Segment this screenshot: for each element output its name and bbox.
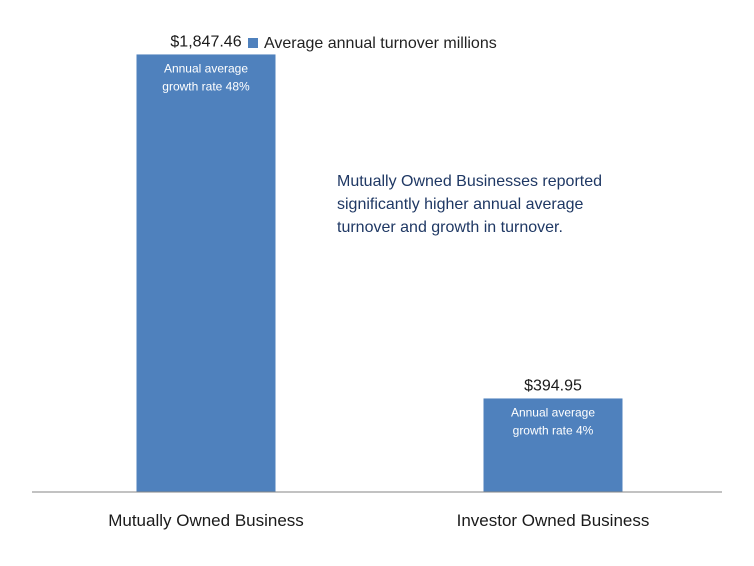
bar-note-0-0: Annual average: [164, 61, 248, 75]
bar-note-1-1: growth rate 4%: [513, 423, 594, 437]
legend-swatch: [248, 38, 258, 48]
annotation-line-3: turnover and growth in turnover.: [337, 219, 563, 236]
annotation: Mutually Owned Businesses reported signi…: [337, 173, 602, 236]
legend: Average annual turnover millions: [248, 35, 497, 52]
bar-note-1-0: Annual average: [511, 405, 595, 419]
bar-1: [483, 398, 623, 492]
value-label-1: $394.95: [524, 377, 582, 394]
category-label-1: Investor Owned Business: [457, 511, 650, 530]
annotation-line-2: significantly higher annual average: [337, 196, 583, 213]
bar-0: [136, 54, 276, 492]
bar-note-0-1: growth rate 48%: [162, 79, 250, 93]
category-labels: Mutually Owned Business Investor Owned Bu…: [108, 511, 649, 530]
legend-label: Average annual turnover millions: [264, 35, 497, 52]
bars: $1,847.46 Annual average growth rate 48% $3…: [136, 33, 623, 492]
annotation-line-1: Mutually Owned Businesses reported: [337, 173, 602, 190]
value-label-0: $1,847.46: [170, 33, 241, 50]
category-label-0: Mutually Owned Business: [108, 511, 304, 530]
